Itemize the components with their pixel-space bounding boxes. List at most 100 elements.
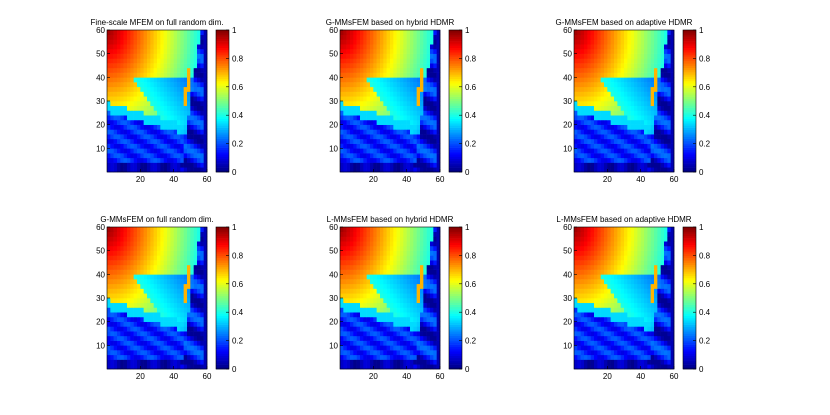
heatmap-cell <box>127 255 131 261</box>
heatmap-cell <box>137 153 141 159</box>
heatmap-cell <box>366 340 371 346</box>
heatmap-cell <box>160 30 164 36</box>
colorbar-segment <box>216 47 229 51</box>
heatmap-cell <box>436 138 441 144</box>
heatmap-cell <box>157 58 161 64</box>
heatmap-cell <box>426 162 431 168</box>
heatmap-cell <box>180 312 184 318</box>
heatmap-cell <box>110 283 114 289</box>
heatmap-cell <box>373 129 377 135</box>
heatmap-cell <box>430 274 434 280</box>
heatmap-cell <box>423 138 427 144</box>
heatmap-cell <box>373 101 377 107</box>
heatmap-cell <box>163 105 168 111</box>
heatmap-cell <box>187 124 191 130</box>
heatmap-cell <box>436 48 441 54</box>
heatmap-cell <box>180 157 184 163</box>
heatmap-cell <box>423 44 427 50</box>
colorbar-segment <box>449 351 462 354</box>
heatmap-cell <box>143 260 148 266</box>
heatmap-cell <box>607 63 611 69</box>
heatmap-cell <box>113 134 118 140</box>
heatmap-cell <box>660 143 665 149</box>
colorbar-segment <box>216 114 229 117</box>
heatmap-cell <box>664 63 668 69</box>
heatmap-cell <box>600 67 605 73</box>
heatmap-cell <box>413 148 417 154</box>
heatmap-cell <box>133 157 138 163</box>
heatmap-cell <box>120 302 124 308</box>
heatmap-cell <box>170 148 174 154</box>
heatmap-cell <box>183 53 188 59</box>
heatmap-cell <box>173 153 178 159</box>
heatmap-cell <box>346 91 351 97</box>
heatmap-cell <box>627 124 631 130</box>
heatmap-cell <box>416 279 421 285</box>
heatmap-cell <box>660 48 665 54</box>
heatmap-cell <box>366 157 371 163</box>
x-tick-label: 20 <box>369 372 378 381</box>
heatmap-cell <box>614 58 618 64</box>
heatmap-cell <box>350 326 354 332</box>
heatmap-cell <box>410 345 414 351</box>
heatmap-cell <box>393 227 397 233</box>
heatmap-cell <box>657 134 661 140</box>
heatmap-cell <box>400 119 404 125</box>
heatmap-cell <box>127 82 131 88</box>
heatmap-cell <box>630 138 635 144</box>
colorbar-segment <box>216 249 229 252</box>
heatmap-cell <box>604 82 608 88</box>
heatmap-cell <box>380 110 384 116</box>
heatmap-cell <box>383 91 387 97</box>
heatmap-cell <box>360 72 364 78</box>
heatmap-cell <box>200 86 204 92</box>
heatmap-cell <box>350 86 354 92</box>
heatmap-cell <box>140 227 144 233</box>
heatmap-cell <box>343 312 347 318</box>
heatmap-cell <box>346 298 351 304</box>
heatmap-cell <box>110 255 114 261</box>
heatmap-cell <box>406 110 411 116</box>
colorbar-segment <box>216 89 229 93</box>
heatmap-cell <box>343 157 347 163</box>
colorbar-segment <box>216 85 229 88</box>
heatmap-cell <box>637 138 641 144</box>
heatmap-cell <box>584 30 588 36</box>
heatmap-cell <box>107 115 111 121</box>
heatmap-cell <box>657 124 661 130</box>
heatmap-cell <box>107 105 111 111</box>
heatmap-cell <box>423 119 427 125</box>
heatmap-cell <box>167 58 171 64</box>
heatmap-cell <box>113 312 118 318</box>
heatmap-cell <box>363 148 367 154</box>
heatmap-cell <box>110 72 114 78</box>
heatmap-cell <box>153 105 158 111</box>
heatmap-cell <box>153 335 158 341</box>
heatmap-cell <box>400 326 404 332</box>
heatmap-cell <box>420 44 424 50</box>
heatmap-cell <box>160 264 164 270</box>
colorbar-segment <box>216 291 229 294</box>
heatmap-cell <box>127 143 131 149</box>
heatmap-cell <box>396 312 401 318</box>
heatmap-cell <box>353 119 357 125</box>
heatmap-cell <box>383 30 387 36</box>
heatmap-cell <box>400 364 404 370</box>
colorbar-segment <box>683 47 696 51</box>
heatmap-cell <box>190 298 194 304</box>
heatmap-cell <box>120 138 124 144</box>
heatmap-cell <box>110 39 114 45</box>
heatmap-cell <box>590 119 595 125</box>
heatmap-cell <box>604 39 608 45</box>
heatmap-cell <box>123 58 128 64</box>
heatmap-cell <box>183 293 188 299</box>
heatmap-cell <box>133 245 138 251</box>
heatmap-cell <box>133 82 138 88</box>
heatmap-cell <box>180 359 184 365</box>
heatmap-cell <box>200 105 204 111</box>
heatmap-cell <box>200 96 204 102</box>
colorbar-segment <box>449 87 462 91</box>
heatmap-cell <box>133 345 138 351</box>
heatmap-cell <box>163 354 168 360</box>
colorbar-segment <box>449 320 462 323</box>
